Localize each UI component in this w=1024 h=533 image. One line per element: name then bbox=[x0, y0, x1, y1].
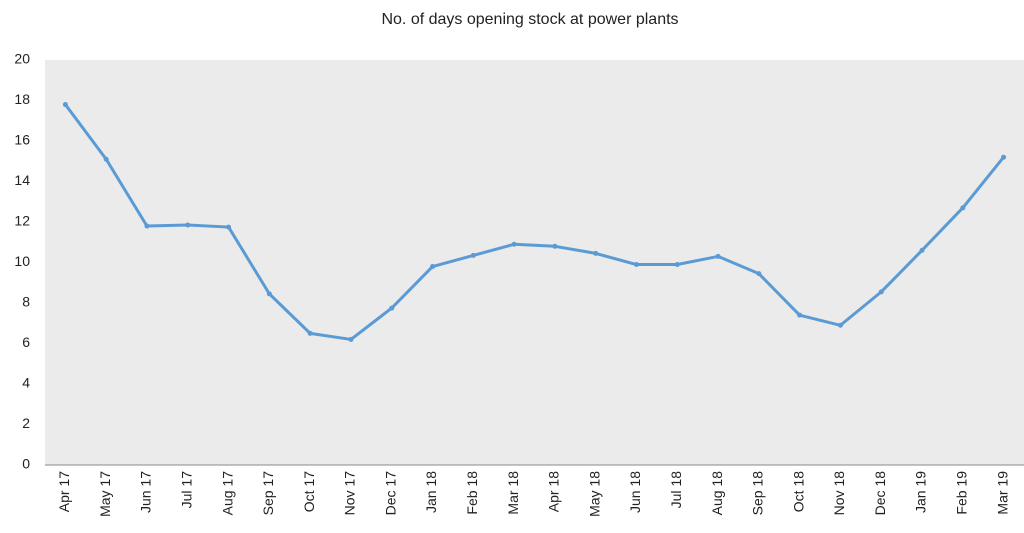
x-tick-label: Nov 18 bbox=[831, 471, 847, 516]
point bbox=[266, 291, 272, 297]
x-tick-label: Jan 18 bbox=[423, 471, 439, 513]
point bbox=[674, 262, 680, 268]
point bbox=[715, 253, 721, 259]
x-tick-label: Oct 18 bbox=[790, 471, 806, 512]
point bbox=[103, 156, 109, 162]
x-tick-label: Mar 19 bbox=[994, 471, 1010, 515]
y-tick-label: 6 bbox=[22, 334, 30, 350]
x-tick-label: Jun 18 bbox=[627, 471, 643, 513]
plot-area bbox=[45, 60, 1024, 465]
point bbox=[960, 205, 966, 211]
y-tick-label: 10 bbox=[14, 253, 30, 269]
y-tick-label: 20 bbox=[14, 51, 30, 67]
x-tick-label: Apr 17 bbox=[56, 471, 72, 512]
point bbox=[797, 312, 803, 318]
x-tick-label: Apr 18 bbox=[546, 471, 562, 512]
x-tick-label: Aug 18 bbox=[709, 471, 725, 516]
x-tick-label: Jul 18 bbox=[668, 471, 684, 509]
point bbox=[633, 262, 639, 268]
x-tick-label: Dec 17 bbox=[382, 471, 398, 516]
y-tick-label: 18 bbox=[14, 91, 30, 107]
x-tick-label: Aug 17 bbox=[219, 471, 235, 516]
x-tick-label: Jan 19 bbox=[913, 471, 929, 513]
x-tick-label: Sep 18 bbox=[750, 471, 766, 516]
y-tick-label: 8 bbox=[22, 294, 30, 310]
point bbox=[185, 222, 191, 228]
point bbox=[389, 305, 395, 311]
x-tick-label: Feb 18 bbox=[464, 471, 480, 515]
x-tick-label: May 17 bbox=[97, 471, 113, 517]
x-tick-label: Feb 19 bbox=[954, 471, 970, 515]
point bbox=[552, 243, 558, 249]
point bbox=[348, 336, 354, 342]
point bbox=[878, 289, 884, 295]
point bbox=[62, 102, 68, 108]
x-tick-label: Sep 17 bbox=[260, 471, 276, 516]
point bbox=[430, 264, 436, 270]
x-tick-label: Mar 18 bbox=[505, 471, 521, 515]
point bbox=[1001, 154, 1007, 160]
x-tick-label: Oct 17 bbox=[301, 471, 317, 512]
y-tick-label: 14 bbox=[14, 172, 30, 188]
point bbox=[307, 330, 313, 336]
point bbox=[756, 271, 762, 277]
point bbox=[837, 322, 843, 328]
y-tick-label: 4 bbox=[22, 375, 30, 391]
x-tick-label: Nov 17 bbox=[342, 471, 358, 516]
y-tick-label: 2 bbox=[22, 415, 30, 431]
x-tick-label: Jul 17 bbox=[178, 471, 194, 509]
y-tick-label: 16 bbox=[14, 132, 30, 148]
point bbox=[470, 252, 476, 258]
point bbox=[226, 224, 232, 230]
x-tick-label: Jun 17 bbox=[138, 471, 154, 513]
point bbox=[511, 241, 517, 247]
y-tick-label: 12 bbox=[14, 213, 30, 229]
y-tick-label: 0 bbox=[22, 456, 30, 472]
point bbox=[593, 250, 599, 256]
x-tick-label: Dec 18 bbox=[872, 471, 888, 516]
x-tick-label: May 18 bbox=[586, 471, 602, 517]
point bbox=[919, 247, 925, 253]
point bbox=[144, 223, 150, 229]
line bbox=[64, 103, 1005, 341]
chart-title: No. of days opening stock at power plant… bbox=[381, 11, 678, 28]
